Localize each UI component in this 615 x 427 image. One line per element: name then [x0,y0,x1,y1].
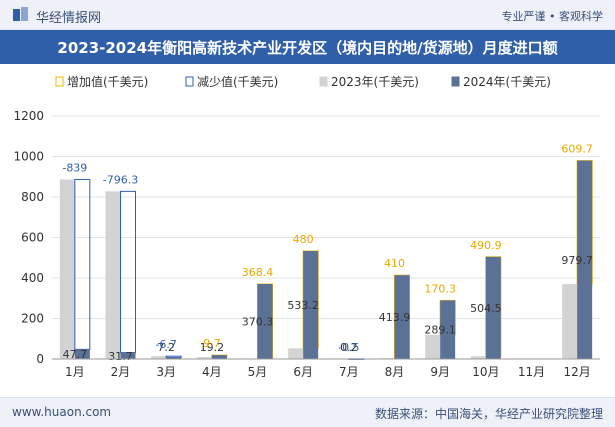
y-tick-label: 1000 [13,150,44,164]
change-label: -839 [62,161,87,174]
data-labels: 47.7 -839 31.7 -796.3 7.2-6.7 19.29.7 370.3 368… [62,143,593,363]
x-tick-label: 2月 [111,365,131,379]
chart: 增加值(千美元) 减少值(千美元) 2023年(千美元) 2024年(千美元) 0 20… [13,74,600,379]
x-tick-label: 7月 [339,365,359,379]
title-bar: 2023-2024年衡阳高新技术产业开发区（境内目的地/货源地）月度进口额 [0,30,615,64]
change-label: 480 [293,233,314,246]
change-label: -796.3 [103,173,138,186]
huajing-logo-icon [13,7,28,21]
y-tick-label: 800 [21,190,44,204]
legend-swatch [185,76,194,87]
value-label-2024: 413.9 [379,311,411,324]
change-label: 368.4 [242,266,274,279]
chart-title: 2023-2024年衡阳高新技术产业开发区（境内目的地/货源地）月度进口额 [57,39,558,57]
bar-2023 [151,356,167,359]
bar-2024 [120,352,136,359]
x-tick-label: 6月 [293,365,313,379]
bar-2024 [166,357,182,359]
value-label-2024: 504.5 [470,302,502,315]
value-label-2024: 289.1 [424,324,456,337]
bar-2024 [485,256,501,359]
change-label: 490.9 [470,239,502,252]
change-label: -0.5 [338,341,359,354]
legend-swatch [319,76,328,87]
bar-2024 [577,160,593,359]
bars [59,160,593,360]
change-label: 9.7 [203,337,221,350]
bar-2023 [562,284,578,359]
legend: 增加值(千美元) 减少值(千美元) 2023年(千美元) 2024年(千美元) [55,74,551,89]
gridlines [52,115,600,360]
bar-2024 [303,251,319,359]
x-tick-label: 8月 [385,365,405,379]
legend-label: 2024年(千美元) [463,75,551,89]
value-label-2024: 0.2 [340,341,358,354]
y-tick-label: 1200 [13,109,44,123]
x-tick-label: 11月 [518,365,545,379]
bar-2024 [394,275,410,359]
bar-2023 [288,348,304,359]
change-label: 170.3 [424,282,456,295]
y-tick-label: 400 [21,271,44,285]
website-link[interactable]: www.huaon.com [12,405,112,419]
legend-swatch [451,76,460,87]
change-label: 609.7 [561,143,593,156]
value-label-2024: 31.7 [108,350,133,363]
bar-2024 [74,349,90,359]
x-tick-label: 1月 [65,365,85,379]
bar-2023 [105,191,121,359]
value-label-2024: 47.7 [63,348,88,361]
decrease-box [165,355,182,359]
legend-label: 减少值(千美元) [197,74,278,89]
y-tick-label: 0 [36,352,44,366]
legend-label: 2023年(千美元) [331,75,419,89]
data-source: 数据来源：中国海关，华经产业研究院整理 [374,407,603,421]
decrease-box [74,178,91,350]
x-tick-label: 5月 [248,365,268,379]
bar-2024 [211,355,227,359]
tagline: 专业严谨 • 客观科学 [501,10,603,23]
y-tick-label: 600 [21,231,44,245]
bar-2023 [470,356,486,359]
x-axis: 1月 2月 3月 4月 5月 6月 7月 8月 9月 10月 11月 12月 [52,358,600,379]
x-tick-label: 9月 [430,365,450,379]
footer: www.huaon.com 数据来源：中国海关，华经产业研究院整理 [0,397,615,427]
x-tick-label: 10月 [472,365,499,379]
value-label-2024: 19.2 [200,341,225,354]
x-tick-label: 4月 [202,365,222,379]
bar-2023 [59,179,75,359]
bar-2024 [440,300,456,359]
value-label-2024: 370.3 [242,316,274,329]
x-tick-label: 12月 [564,365,591,379]
x-tick-label: 3月 [156,365,176,379]
brand-name: 华经情报网 [36,11,102,26]
legend-label: 增加值(千美元) [67,74,148,89]
value-label-2024: 533.2 [287,299,319,312]
value-label-2024: 979.7 [561,254,593,267]
legend-swatch [55,76,64,87]
decrease-box [120,190,136,354]
change-label: 410 [384,257,405,270]
bar-2023 [196,357,212,359]
value-label-2024: 7.2 [157,341,175,354]
bar-2023 [425,334,441,359]
bar-2024 [257,284,273,359]
change-label: -6.7 [155,338,176,351]
y-axis: 0 200 400 600 800 1000 1200 [13,109,44,366]
y-tick-label: 200 [21,312,44,326]
top-bar: 华经情报网 专业严谨 • 客观科学 [0,0,615,30]
